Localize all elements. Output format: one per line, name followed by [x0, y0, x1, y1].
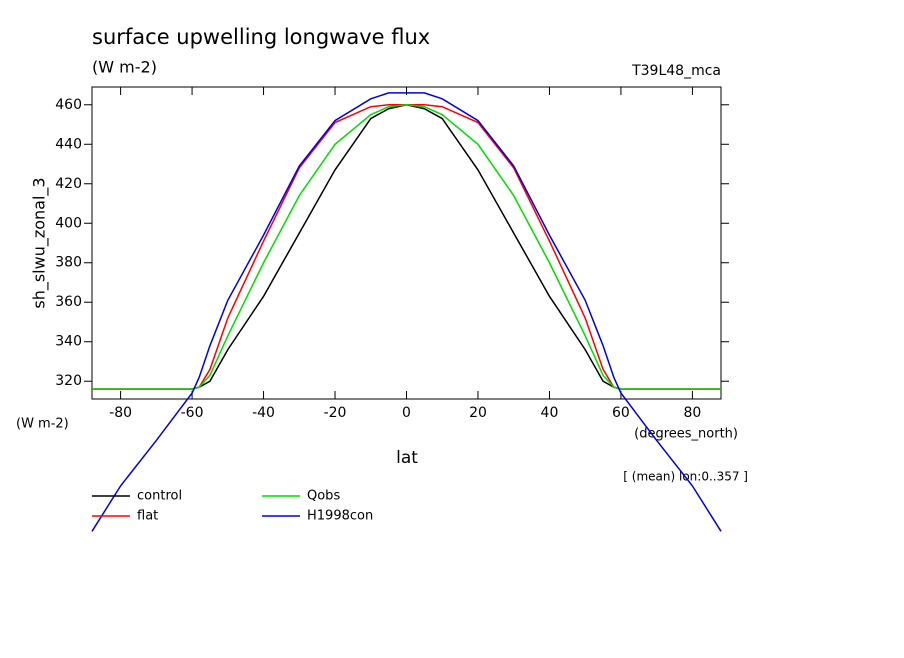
x-tick-label: -40	[252, 405, 275, 421]
y-tick-label: 340	[55, 334, 82, 350]
x-axis-label: lat	[396, 448, 418, 468]
y-units: (W m-2)	[16, 417, 69, 432]
run-label: T39L48_mca	[631, 63, 721, 79]
y-tick-label: 360	[55, 294, 82, 310]
chart-subtitle: (W m-2)	[92, 58, 157, 77]
y-tick-label: 380	[55, 255, 82, 271]
y-tick-label: 460	[55, 97, 82, 113]
legend-label: H1998con	[307, 509, 373, 524]
x-tick-label: -60	[181, 405, 204, 421]
x-tick-label: 0	[402, 405, 411, 421]
y-tick-label: 400	[55, 215, 82, 231]
x-tick-label: 20	[469, 405, 487, 421]
x-tick-label: 40	[541, 405, 559, 421]
x-tick-label: 60	[612, 405, 630, 421]
x-units: (degrees_north)	[634, 427, 738, 442]
x-tick-label: -20	[324, 405, 347, 421]
chart-title: surface upwelling longwave flux	[92, 25, 430, 49]
legend-label: Qobs	[307, 489, 340, 504]
x-tick-label: 80	[683, 405, 701, 421]
x-tick-label: -80	[109, 405, 132, 421]
y-tick-label: 440	[55, 136, 82, 152]
legend-label: flat	[137, 509, 158, 524]
series-line	[91, 92, 722, 532]
legend-label: control	[137, 489, 182, 504]
y-axis-label: sh_slwu_zonal_3	[30, 177, 50, 308]
series-line	[92, 104, 721, 390]
y-tick-label: 320	[55, 373, 82, 389]
y-tick-label: 420	[55, 176, 82, 192]
